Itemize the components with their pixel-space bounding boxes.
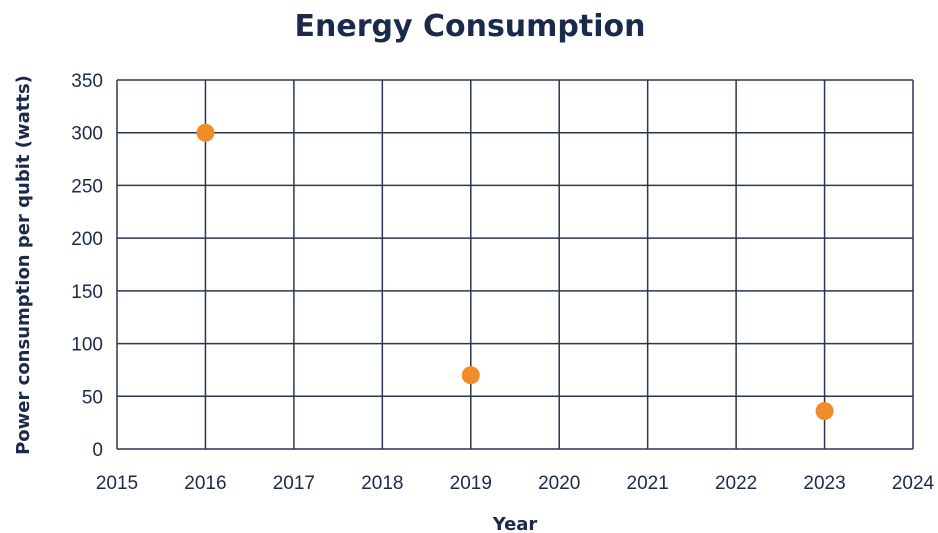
- x-tick-label: 2015: [96, 473, 138, 494]
- x-tick-label: 2023: [803, 473, 845, 494]
- y-tick-label: 50: [82, 387, 103, 408]
- plot-grid: [116, 79, 914, 450]
- x-tick-label: 2018: [361, 473, 403, 494]
- chart-title: Energy Consumption: [295, 9, 646, 44]
- y-tick-label: 350: [71, 71, 103, 92]
- x-tick-label: 2022: [715, 473, 757, 494]
- x-tick-label: 2016: [184, 473, 226, 494]
- y-tick-label: 100: [71, 335, 103, 356]
- x-tick-label: 2021: [627, 473, 669, 494]
- x-tick-label: 2017: [273, 473, 315, 494]
- x-axis-label: Year: [492, 514, 538, 533]
- y-tick-label: 0: [92, 440, 103, 461]
- data-points: [196, 123, 834, 421]
- x-tick-label: 2020: [538, 473, 580, 494]
- y-tick-label: 300: [71, 124, 103, 145]
- x-tick-label: 2019: [450, 473, 492, 494]
- y-tick-label: 150: [71, 282, 103, 303]
- y-axis-ticks: 0 50 100 150 200 250 300 350: [71, 71, 103, 461]
- data-point: [815, 402, 834, 421]
- y-tick-label: 200: [71, 229, 103, 250]
- y-tick-label: 250: [71, 176, 103, 197]
- x-axis-ticks: 2015 2016 2017 2018 2019 2020 2021 2022 2023 2024: [96, 473, 935, 494]
- data-point: [461, 366, 480, 385]
- x-tick-label: 2024: [892, 473, 935, 494]
- data-point: [196, 123, 215, 142]
- y-axis-label: Power consumption per qubit (watts): [13, 75, 34, 455]
